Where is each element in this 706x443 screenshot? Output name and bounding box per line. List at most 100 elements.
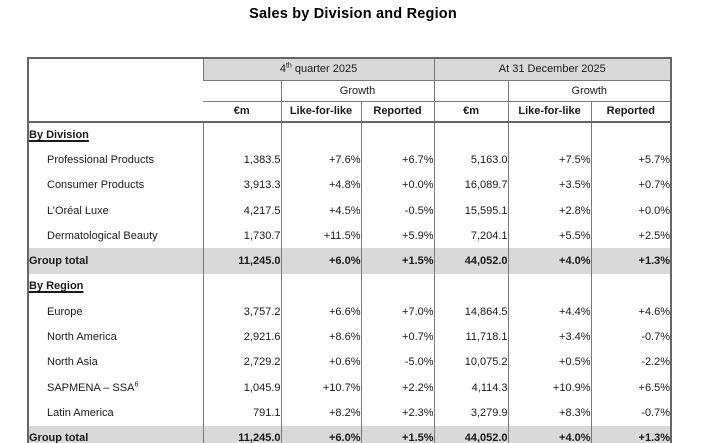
- value-cell: 44,052.0: [433, 425, 509, 443]
- data-row: Latin America 791.1 +8.2% +2.3% 3,279.9 +8.3%…: [28, 400, 672, 426]
- value-cell: +0.0%: [590, 197, 672, 224]
- value-cell: +8.2%: [280, 400, 361, 426]
- units-header-row: €m Like-for-like Reported €m Like-for-li…: [28, 101, 672, 123]
- row-label-text: L’Oréal Luxe: [47, 204, 109, 217]
- value-cell: 11,245.0: [202, 425, 281, 443]
- value-cell: [507, 273, 592, 300]
- row-label-text: Latin America: [47, 406, 114, 419]
- row-label-text: Consumer Products: [47, 179, 145, 192]
- value-cell: 44,052.0: [433, 248, 509, 274]
- sales-table: 4th quarter 2025 At 31 December 2025 Gro…: [27, 57, 673, 443]
- value-cell: [360, 273, 435, 300]
- value-cell: [590, 273, 672, 300]
- table-header: 4th quarter 2025 At 31 December 2025 Gro…: [28, 58, 672, 123]
- value-cell: 15,595.1: [433, 197, 509, 224]
- value-cell: +0.7%: [360, 324, 435, 350]
- value-cell: +6.6%: [280, 299, 361, 325]
- value-cell: +2.3%: [360, 400, 435, 426]
- footnote-ref: 6: [134, 380, 139, 388]
- value-cell: -5.0%: [360, 349, 435, 375]
- value-cell: +1.3%: [590, 425, 672, 443]
- value-cell: 1,045.9: [202, 374, 281, 401]
- row-label: Latin America: [28, 400, 203, 425]
- value-cell: 1,383.5: [202, 147, 281, 173]
- value-cell: +2.5%: [590, 223, 672, 249]
- sales-table-body: By Division Professional Products 1,383.5 +…: [28, 122, 672, 443]
- q4-eur-m-header: €m: [203, 101, 281, 123]
- fy-like-for-like-header: Like-for-like: [507, 101, 592, 123]
- row-label: Group total: [28, 425, 203, 443]
- row-label: Europe: [28, 299, 203, 324]
- row-label: By Division: [28, 122, 203, 147]
- value-cell: +1.5%: [360, 425, 435, 443]
- section-row: By Division: [28, 122, 672, 148]
- row-label: SAPMENA – SSA6: [28, 375, 203, 400]
- row-label: Group total: [28, 248, 203, 274]
- data-row: North Asia 2,729.2 +0.6% -5.0% 10,075.2 +0.5%…: [28, 349, 672, 375]
- data-row: Consumer Products 3,913.3 +4.8% +0.0% 16,089…: [28, 172, 672, 198]
- row-label-text: North Asia: [47, 356, 98, 369]
- value-cell: 3,757.2: [202, 299, 281, 325]
- q4-growth-header: Growth: [280, 80, 435, 102]
- value-cell: 14,864.5: [433, 299, 509, 325]
- row-label-text: North America: [47, 331, 117, 344]
- value-cell: +0.5%: [507, 349, 592, 375]
- value-cell: +5.7%: [590, 147, 672, 173]
- value-cell: +0.6%: [280, 349, 361, 375]
- corner-cell: [28, 58, 203, 123]
- fy-growth-header: Growth: [507, 80, 672, 102]
- value-cell: 2,729.2: [202, 349, 281, 375]
- section-row: By Region: [28, 273, 672, 300]
- q4-period-label-rest: quarter 2025: [291, 63, 358, 76]
- value-cell: [202, 122, 281, 148]
- value-cell: +10.7%: [280, 374, 361, 401]
- value-cell: +7.5%: [507, 147, 592, 173]
- q4-growth-spacer: [203, 80, 281, 102]
- data-row: Professional Products 1,383.5 +7.6% +6.7% 5,…: [28, 147, 672, 173]
- value-cell: 3,913.3: [202, 172, 281, 198]
- value-cell: [507, 122, 592, 148]
- value-cell: +6.7%: [360, 147, 435, 173]
- value-cell: [280, 122, 361, 148]
- data-row: SAPMENA – SSA6 1,045.9 +10.7% +2.2% 4,114.3 +…: [28, 374, 672, 401]
- value-cell: 4,114.3: [433, 374, 509, 401]
- value-cell: +5.5%: [507, 223, 592, 249]
- value-cell: +3.4%: [507, 324, 592, 350]
- value-cell: -2.2%: [590, 349, 672, 375]
- data-row: Europe 3,757.2 +6.6% +7.0% 14,864.5 +4.4% +4.6…: [28, 299, 672, 325]
- q4-period-header: 4th quarter 2025: [202, 58, 435, 81]
- row-label: Dermatological Beauty: [28, 223, 203, 248]
- value-cell: -0.7%: [590, 324, 672, 350]
- period-header-row: 4th quarter 2025 At 31 December 2025: [28, 58, 672, 123]
- data-row: North America 2,921.6 +8.6% +0.7% 11,718.1 +3…: [28, 324, 672, 350]
- row-label: Professional Products: [28, 147, 203, 172]
- q4-period-label: 4: [279, 63, 286, 76]
- fy-reported-header: Reported: [590, 101, 672, 123]
- value-cell: 10,075.2: [433, 349, 509, 375]
- value-cell: +6.0%: [280, 425, 361, 443]
- value-cell: +8.6%: [280, 324, 361, 350]
- row-label: L’Oréal Luxe: [28, 198, 203, 223]
- value-cell: [202, 273, 281, 300]
- fy-period-header: At 31 December 2025: [433, 58, 672, 81]
- row-label-text: Dermatological Beauty: [47, 229, 158, 242]
- value-cell: 5,163.0: [433, 147, 509, 173]
- value-cell: 16,089.7: [433, 172, 509, 198]
- data-row: Dermatological Beauty 1,730.7 +11.5% +5.9% 7…: [28, 223, 672, 249]
- value-cell: 7,204.1: [433, 223, 509, 249]
- value-cell: +3.5%: [507, 172, 592, 198]
- page-title: Sales by Division and Region: [249, 6, 457, 22]
- value-cell: [280, 273, 361, 300]
- value-cell: 791.1: [202, 400, 281, 426]
- value-cell: +7.6%: [280, 147, 361, 173]
- row-label-text: By Division: [29, 129, 89, 142]
- value-cell: +4.6%: [590, 299, 672, 325]
- value-cell: -0.5%: [360, 197, 435, 224]
- q4-like-for-like-header: Like-for-like: [280, 101, 361, 123]
- row-label-text: Professional Products: [47, 153, 154, 166]
- row-label-text: SAPMENA – SSA: [47, 381, 135, 394]
- row-label: North Asia: [28, 350, 203, 375]
- value-cell: +0.7%: [590, 172, 672, 198]
- value-cell: +4.4%: [507, 299, 592, 325]
